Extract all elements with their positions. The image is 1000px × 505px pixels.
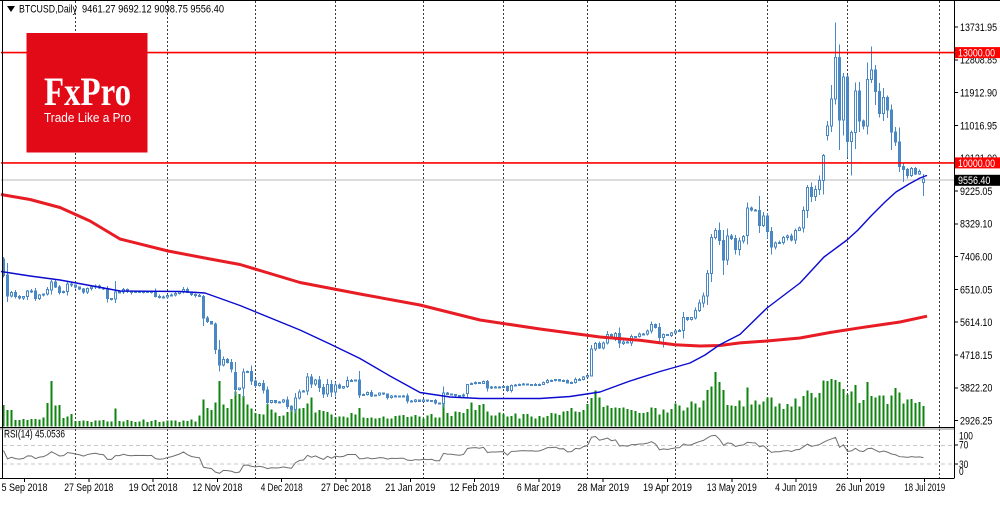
svg-text:30: 30	[959, 459, 968, 471]
svg-text:4718.15: 4718.15	[960, 350, 992, 362]
svg-text:19 Oct 2018: 19 Oct 2018	[129, 482, 178, 494]
svg-text:12808.85: 12808.85	[960, 55, 997, 67]
svg-text:2926.25: 2926.25	[960, 416, 992, 428]
svg-text:27 Dec 2018: 27 Dec 2018	[321, 482, 371, 494]
svg-text:Trade Like a Pro: Trade Like a Pro	[44, 111, 131, 125]
svg-text:8329.10: 8329.10	[960, 219, 992, 231]
svg-text:4 Jun 2019: 4 Jun 2019	[775, 482, 817, 494]
svg-text:5614.10: 5614.10	[960, 317, 992, 329]
svg-text:9461.27 9692.12 9098.75 9556.4: 9461.27 9692.12 9098.75 9556.40	[82, 4, 224, 16]
svg-text:BTCUSD,Daily: BTCUSD,Daily	[19, 4, 77, 16]
svg-text:3822.20: 3822.20	[960, 383, 992, 395]
svg-text:10000.00: 10000.00	[958, 158, 995, 170]
svg-text:27 Sep 2018: 27 Sep 2018	[64, 482, 113, 494]
svg-text:RSI(14) 45.0536: RSI(14) 45.0536	[4, 428, 65, 440]
svg-text:13000.00: 13000.00	[958, 48, 995, 60]
svg-text:11016.95: 11016.95	[960, 120, 997, 132]
svg-text:18 Jul 2019: 18 Jul 2019	[904, 482, 945, 494]
svg-text:FxPro: FxPro	[44, 69, 131, 114]
svg-text:28 Mar 2019: 28 Mar 2019	[577, 482, 629, 494]
svg-text:0: 0	[959, 466, 964, 478]
svg-text:7406.00: 7406.00	[960, 252, 992, 264]
svg-text:12 Nov 2018: 12 Nov 2018	[192, 482, 242, 494]
svg-text:21 Jan 2019: 21 Jan 2019	[385, 482, 435, 494]
svg-text:26 Jun 2019: 26 Jun 2019	[836, 482, 885, 494]
svg-text:100: 100	[959, 431, 973, 443]
svg-text:4 Dec 2018: 4 Dec 2018	[261, 482, 303, 494]
svg-text:19 Apr 2019: 19 Apr 2019	[643, 482, 692, 494]
svg-text:11912.90: 11912.90	[960, 88, 997, 100]
svg-text:13731.95: 13731.95	[960, 22, 997, 34]
svg-text:6510.05: 6510.05	[960, 284, 992, 296]
svg-text:12 Feb 2019: 12 Feb 2019	[450, 482, 500, 494]
svg-text:6 Mar 2019: 6 Mar 2019	[517, 482, 561, 494]
svg-text:9225.05: 9225.05	[960, 186, 992, 198]
svg-text:5 Sep 2018: 5 Sep 2018	[2, 482, 48, 494]
svg-text:13 May 2019: 13 May 2019	[707, 482, 757, 494]
svg-text:70: 70	[959, 440, 968, 452]
svg-text:9556.40: 9556.40	[958, 175, 990, 187]
